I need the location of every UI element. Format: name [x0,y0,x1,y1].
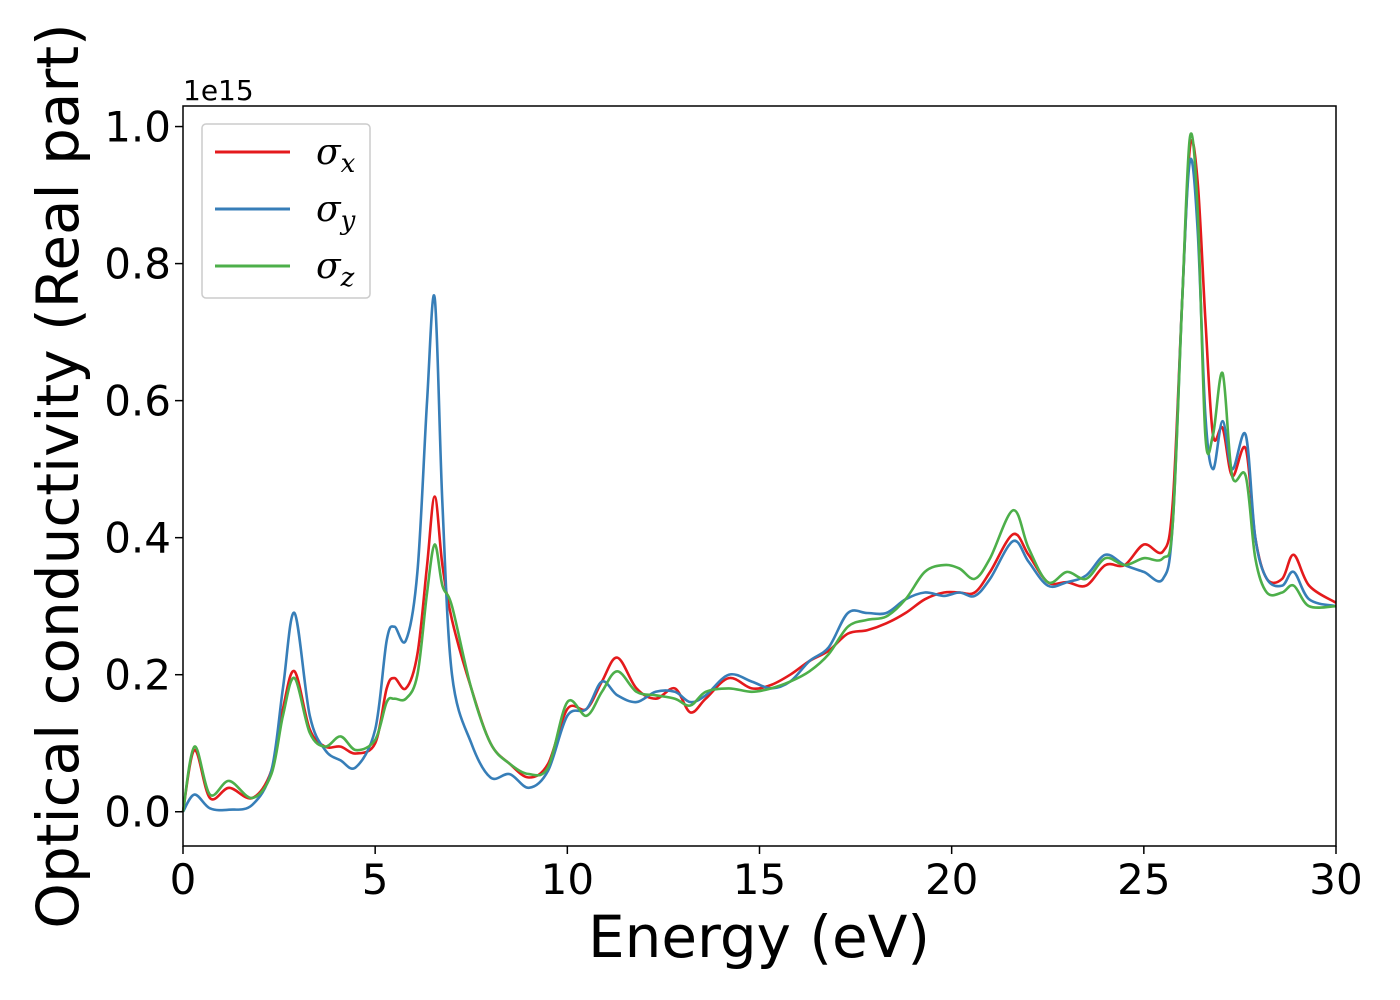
x-tick-label: 5 [362,855,389,904]
series-line-z [181,132,1337,812]
series-layer [181,132,1337,813]
x-tick-label: 30 [1309,855,1362,904]
y-tick-label: 0.0 [104,788,171,837]
plot-area [183,106,1336,846]
x-tick-label: 20 [925,855,978,904]
y-tick-label: 0.2 [104,651,171,700]
y-tick-label: 1.0 [104,103,171,152]
y-tick-label: 0.6 [104,377,171,426]
series-line-y [181,157,1337,813]
y-offset-label: 1e15 [183,74,254,107]
y-axis-label: Optical conductivity (Real part) [24,23,92,928]
x-axis-label: Energy (eV) [588,903,930,971]
y-tick-label: 0.4 [104,514,171,563]
legend-frame [201,123,371,299]
y-tick-label: 0.8 [104,240,171,289]
x-axis: 0 5 10 15 20 25 30 [170,846,1363,904]
x-tick-label: 25 [1117,855,1170,904]
x-tick-label: 10 [541,855,594,904]
x-tick-label: 0 [170,855,197,904]
y-axis: 0.0 0.2 0.4 0.6 0.8 1.0 [104,103,183,837]
x-tick-label: 15 [733,855,786,904]
